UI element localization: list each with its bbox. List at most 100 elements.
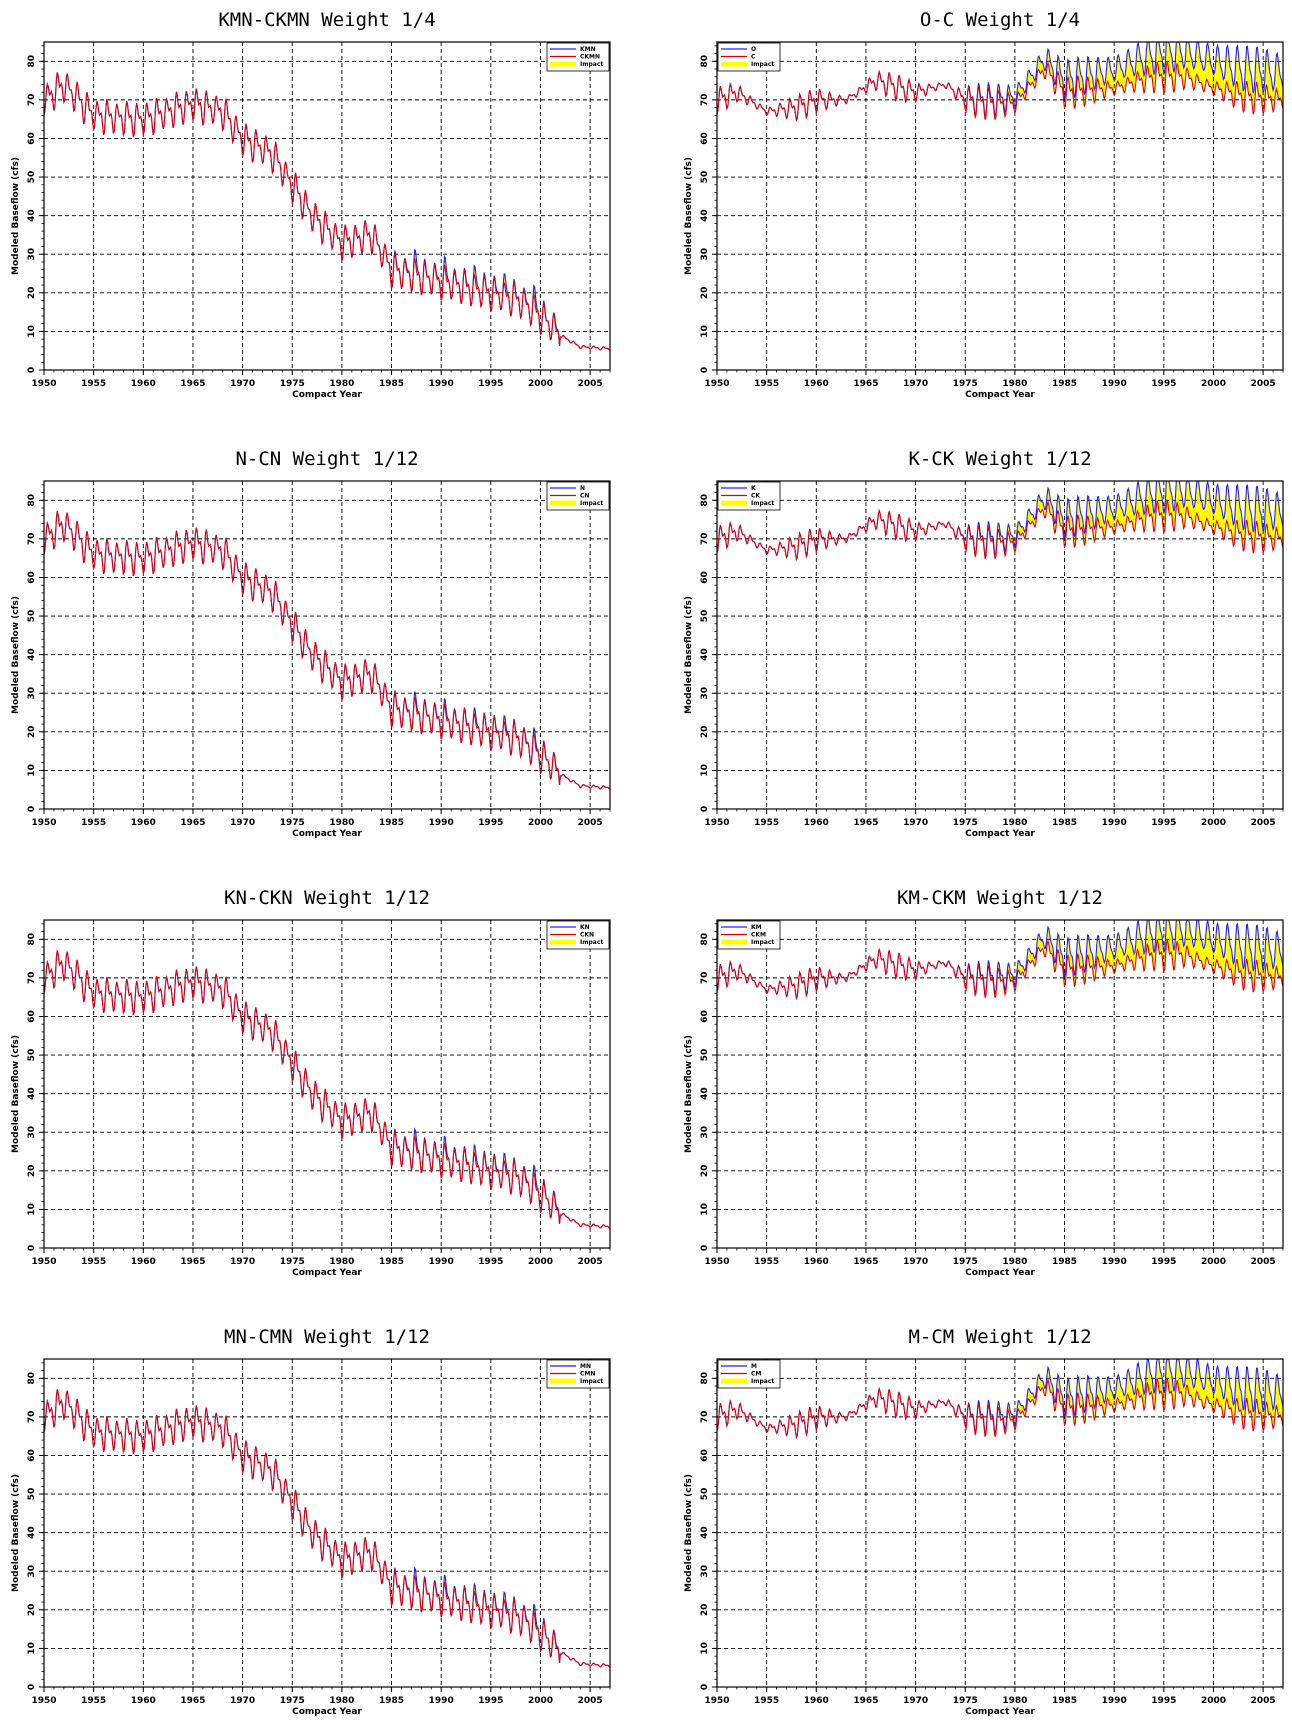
y-tick-label: 0 bbox=[700, 1684, 710, 1690]
legend-swatch-impact bbox=[550, 500, 576, 506]
chart-title: K-CK Weight 1/12 bbox=[908, 448, 1091, 470]
legend-label: Impact bbox=[580, 1378, 603, 1385]
legend-label: MN bbox=[580, 1363, 591, 1370]
x-tick-label: 1990 bbox=[1102, 1257, 1127, 1267]
legend-swatch-impact bbox=[550, 1378, 576, 1384]
legend-label: O bbox=[751, 46, 756, 53]
x-tick-label: 1965 bbox=[180, 379, 205, 389]
plot-frame bbox=[43, 919, 611, 1249]
y-tick-label: 50 bbox=[27, 1488, 37, 1501]
y-tick-label: 0 bbox=[700, 806, 710, 812]
x-tick-label: 1975 bbox=[280, 818, 305, 828]
y-tick-label: 40 bbox=[27, 1526, 37, 1539]
x-tick-label: 1950 bbox=[704, 1696, 729, 1706]
x-tick-label: 1950 bbox=[31, 1696, 56, 1706]
x-tick-label: 1975 bbox=[953, 1257, 978, 1267]
series-line-CN bbox=[43, 511, 611, 790]
legend-label: CKN bbox=[580, 932, 594, 939]
y-tick-label: 80 bbox=[700, 1372, 710, 1385]
x-tick-label: 2000 bbox=[1201, 1257, 1226, 1267]
x-tick-label: 1975 bbox=[953, 818, 978, 828]
x-tick-label: 1960 bbox=[131, 379, 156, 389]
x-tick-label: 1990 bbox=[429, 818, 454, 828]
x-tick-label: 1970 bbox=[230, 1257, 255, 1267]
y-tick-label: 30 bbox=[700, 248, 710, 261]
y-tick-label: 20 bbox=[27, 287, 37, 300]
legend-label: C bbox=[751, 54, 756, 61]
chart-panel-2: O-C Weight 1/4 1950 1955 1960 1965 1970 1975 19… bbox=[684, 9, 1284, 400]
x-tick-label: 1955 bbox=[81, 1257, 106, 1267]
y-tick-label: 50 bbox=[700, 171, 710, 184]
series-line-C bbox=[716, 61, 1284, 123]
x-tick-label: 1980 bbox=[329, 818, 354, 828]
y-tick-label: 10 bbox=[700, 764, 710, 777]
x-tick-label: 1975 bbox=[280, 1257, 305, 1267]
x-tick-label: 1960 bbox=[804, 1696, 829, 1706]
x-tick-label: 1990 bbox=[429, 1257, 454, 1267]
impact-band bbox=[717, 1359, 1283, 1438]
y-tick-label: 60 bbox=[27, 1010, 37, 1023]
y-tick-label: 60 bbox=[700, 132, 710, 145]
y-tick-label: 50 bbox=[700, 1049, 710, 1062]
x-tick-label: 2000 bbox=[1201, 379, 1226, 389]
y-axis-label: Modeled Baseflow (cfs) bbox=[11, 596, 21, 714]
x-axis-label: Compact Year bbox=[965, 390, 1035, 400]
legend-label: Impact bbox=[580, 500, 603, 507]
legend-label: KMN bbox=[580, 46, 596, 53]
series-line-CKM bbox=[716, 939, 1284, 1001]
y-axis-label: Modeled Baseflow (cfs) bbox=[684, 157, 694, 275]
y-tick-label: 10 bbox=[700, 1642, 710, 1655]
series-line-CMN bbox=[43, 1389, 611, 1668]
legend-swatch-impact bbox=[550, 61, 576, 67]
y-tick-label: 20 bbox=[700, 287, 710, 300]
y-axis-label: Modeled Baseflow (cfs) bbox=[11, 157, 21, 275]
x-tick-label: 1965 bbox=[853, 818, 878, 828]
y-tick-label: 80 bbox=[700, 933, 710, 946]
x-axis-label: Compact Year bbox=[292, 390, 362, 400]
legend-label: CMN bbox=[580, 1371, 595, 1378]
x-tick-label: 1975 bbox=[280, 1696, 305, 1706]
legend-label: CKM bbox=[751, 932, 766, 939]
x-tick-label: 2005 bbox=[578, 1696, 603, 1706]
x-tick-label: 1995 bbox=[1151, 1696, 1176, 1706]
y-tick-label: 70 bbox=[27, 1411, 37, 1424]
x-tick-label: 1960 bbox=[131, 1257, 156, 1267]
y-tick-label: 20 bbox=[27, 726, 37, 739]
y-tick-label: 0 bbox=[27, 1245, 37, 1251]
x-tick-label: 1985 bbox=[1052, 1696, 1077, 1706]
x-tick-label: 1975 bbox=[953, 1696, 978, 1706]
x-tick-label: 1950 bbox=[704, 1257, 729, 1267]
x-tick-label: 1960 bbox=[804, 818, 829, 828]
x-tick-label: 2000 bbox=[1201, 1696, 1226, 1706]
y-tick-label: 80 bbox=[700, 494, 710, 507]
x-tick-label: 1980 bbox=[1002, 379, 1027, 389]
y-tick-label: 40 bbox=[27, 648, 37, 661]
legend-label: KN bbox=[580, 924, 590, 931]
x-tick-label: 1965 bbox=[853, 1257, 878, 1267]
y-tick-label: 60 bbox=[27, 571, 37, 584]
legend-label: CM bbox=[751, 1371, 761, 1378]
x-tick-label: 2005 bbox=[578, 379, 603, 389]
x-tick-label: 1980 bbox=[1002, 818, 1027, 828]
x-tick-label: 2005 bbox=[1251, 379, 1276, 389]
x-tick-label: 2000 bbox=[528, 1257, 553, 1267]
x-tick-label: 1960 bbox=[131, 818, 156, 828]
impact-band bbox=[717, 42, 1283, 121]
x-tick-label: 1990 bbox=[429, 1696, 454, 1706]
x-tick-label: 1965 bbox=[180, 818, 205, 828]
plot-frame bbox=[716, 480, 1284, 810]
legend-label: Impact bbox=[751, 61, 774, 68]
plot-frame bbox=[43, 1358, 611, 1688]
x-tick-label: 1950 bbox=[31, 379, 56, 389]
legend-label: CK bbox=[751, 493, 760, 500]
x-tick-label: 1950 bbox=[704, 818, 729, 828]
chart-title: KN-CKN Weight 1/12 bbox=[224, 887, 430, 909]
x-tick-label: 1975 bbox=[280, 379, 305, 389]
y-axis-label: Modeled Baseflow (cfs) bbox=[684, 1035, 694, 1153]
y-tick-label: 20 bbox=[27, 1165, 37, 1178]
